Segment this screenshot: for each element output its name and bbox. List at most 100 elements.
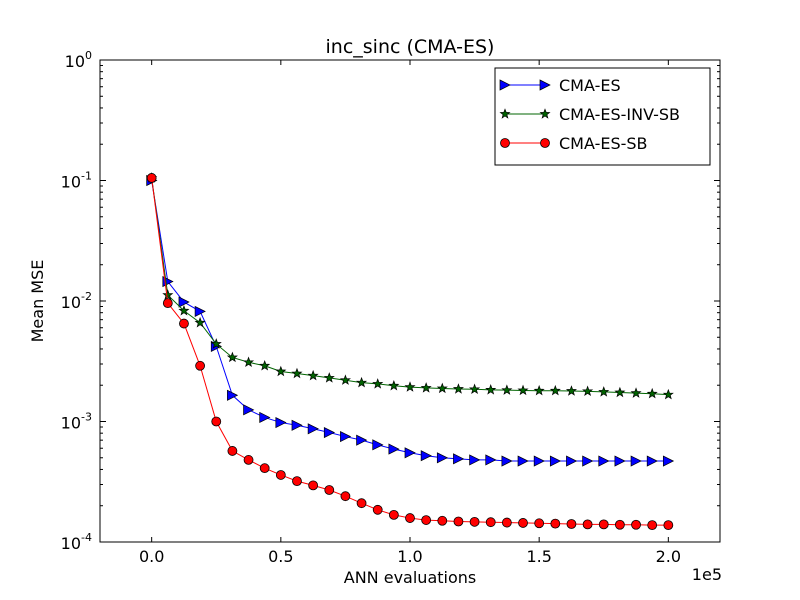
data-point: [631, 519, 641, 530]
data-point: [662, 388, 674, 400]
legend-marker: [539, 108, 551, 119]
legend-item: CMA-ES-SB: [500, 134, 648, 153]
data-point: [420, 450, 432, 462]
data-point: [582, 385, 594, 397]
data-point: [324, 485, 335, 495]
data-point: [162, 298, 173, 309]
legend-marker: [540, 138, 550, 148]
data-point: [614, 386, 626, 398]
data-point: [533, 455, 545, 467]
data-point: [485, 454, 497, 466]
data-point: [630, 455, 642, 467]
data-point: [243, 356, 255, 367]
data-point: [356, 434, 368, 446]
legend: CMA-ES CMA-ES-INV-SB CMA-ES-SB: [494, 67, 711, 166]
data-point: [227, 446, 238, 456]
data-point: [243, 455, 254, 465]
series-cma-es-sb: [146, 173, 674, 531]
data-point: [162, 289, 174, 300]
data-point: [405, 513, 415, 523]
data-point: [195, 360, 206, 371]
data-point: [469, 383, 481, 395]
data-point: [323, 426, 336, 439]
data-point: [339, 374, 351, 385]
data-point: [275, 416, 287, 429]
data-point: [259, 463, 270, 474]
legend-label: CMA-ES-INV-SB: [559, 105, 680, 124]
data-point: [340, 430, 352, 443]
data-point: [452, 383, 464, 394]
x-axis-label: ANN evaluations: [344, 568, 476, 587]
data-point: [533, 384, 545, 396]
legend-label: CMA-ES: [559, 76, 621, 95]
chart-title: inc_sinc (CMA-ES): [326, 36, 495, 58]
legend-item: CMA-ES-INV-SB: [499, 105, 680, 124]
data-point: [598, 455, 610, 467]
data-point: [178, 296, 190, 308]
axes: 0.0 0.5 1.0 1.5 2.0 100 10-1 10-2 10-3 10-4: [61, 49, 720, 566]
data-point: [469, 516, 480, 527]
y-tick-label: 100: [65, 49, 92, 71]
data-point: [646, 455, 658, 467]
data-point: [453, 516, 464, 527]
data-point: [647, 520, 658, 531]
data-point: [388, 379, 400, 391]
data-point: [194, 316, 206, 328]
data-point: [194, 305, 206, 317]
data-point: [501, 517, 512, 528]
data-point: [259, 411, 271, 424]
data-point: [501, 455, 513, 467]
data-point: [420, 382, 432, 393]
data-point: [566, 455, 578, 467]
data-point: [243, 404, 255, 416]
x-tick-label: 1.0: [397, 547, 422, 566]
data-point: [146, 173, 157, 183]
data-point: [307, 369, 319, 381]
legend-marker: [499, 79, 511, 91]
data-point: [323, 372, 335, 383]
y-tick-label: 10-4: [61, 531, 92, 553]
data-point: [259, 359, 271, 371]
x-tick-label: 0.0: [139, 547, 164, 566]
data-point: [404, 447, 416, 459]
data-point: [436, 452, 449, 464]
data-point: [566, 519, 577, 529]
data-point: [663, 520, 674, 531]
data-point: [372, 439, 384, 451]
data-point: [356, 498, 367, 509]
legend-label: CMA-ES-SB: [559, 134, 648, 153]
data-point: [646, 387, 658, 399]
data-point: [501, 384, 513, 395]
data-point: [582, 519, 593, 530]
data-point: [453, 453, 465, 465]
data-point: [549, 384, 561, 396]
y-tick-label: 10-1: [61, 170, 92, 192]
data-point: [662, 455, 675, 467]
y-axis-label: Mean MSE: [28, 260, 47, 343]
data-point: [436, 382, 448, 394]
data-point: [178, 304, 190, 316]
data-point: [179, 318, 189, 329]
data-point: [421, 515, 432, 525]
data-point: [517, 455, 529, 467]
x-tick-label: 2.0: [656, 547, 681, 566]
y-tick-label: 10-3: [61, 411, 92, 433]
legend-marker: [539, 79, 551, 91]
data-point: [485, 517, 496, 528]
data-point: [292, 476, 302, 487]
legend-item: CMA-ES: [499, 76, 621, 95]
data-point: [630, 387, 642, 398]
data-point: [388, 443, 400, 455]
data-point: [372, 378, 384, 389]
series-cma-es-inv-sb: [146, 172, 674, 400]
data-point: [372, 504, 383, 515]
data-point: [356, 376, 368, 388]
legend-marker: [499, 108, 511, 119]
data-point: [485, 384, 497, 395]
data-point: [437, 515, 448, 526]
data-point: [340, 491, 351, 502]
legend-marker: [500, 138, 510, 148]
data-point: [308, 480, 319, 491]
plot-content: [146, 172, 675, 531]
